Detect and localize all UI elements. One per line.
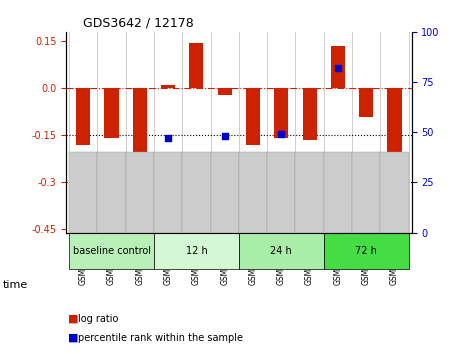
Bar (296, 152, 324, 233)
Bar (105, 88, 119, 138)
Bar (324, 152, 352, 233)
Bar (97, 152, 126, 233)
Text: log ratio: log ratio (78, 314, 118, 324)
Bar (133, 88, 147, 207)
Text: 12 h: 12 h (185, 246, 207, 256)
Point (278, 131, 285, 137)
Bar (303, 88, 317, 140)
Bar (239, 233, 324, 269)
Bar (154, 152, 182, 233)
Bar (274, 88, 289, 138)
Bar (126, 152, 154, 233)
Bar (359, 88, 373, 116)
Bar (380, 152, 409, 233)
Bar (69, 152, 97, 233)
Point (193, 153, 200, 159)
Bar (324, 233, 409, 269)
Bar (189, 43, 203, 88)
Bar (352, 152, 380, 233)
Bar (267, 152, 296, 233)
Text: GDS3642 / 12178: GDS3642 / 12178 (83, 16, 194, 29)
Bar (76, 88, 90, 145)
Bar (210, 152, 239, 233)
Point (362, 196, 370, 201)
Point (249, 196, 257, 201)
Text: time: time (2, 280, 27, 290)
Bar (387, 88, 402, 170)
Bar (161, 85, 175, 88)
Point (164, 135, 172, 141)
Point (221, 133, 228, 139)
Bar (218, 88, 232, 95)
Text: ■: ■ (68, 333, 78, 343)
Point (334, 65, 342, 71)
Bar (239, 152, 267, 233)
Bar (69, 233, 154, 269)
Text: ■: ■ (68, 314, 78, 324)
Point (136, 226, 144, 232)
Point (108, 220, 115, 225)
Bar (154, 233, 239, 269)
Text: 72 h: 72 h (355, 246, 377, 256)
Point (79, 226, 87, 232)
Text: 24 h: 24 h (271, 246, 292, 256)
Point (391, 226, 398, 232)
Point (306, 196, 314, 201)
Text: percentile rank within the sample: percentile rank within the sample (78, 333, 243, 343)
Text: baseline control: baseline control (72, 246, 150, 256)
Bar (246, 88, 260, 145)
Bar (182, 152, 210, 233)
Bar (331, 46, 345, 88)
